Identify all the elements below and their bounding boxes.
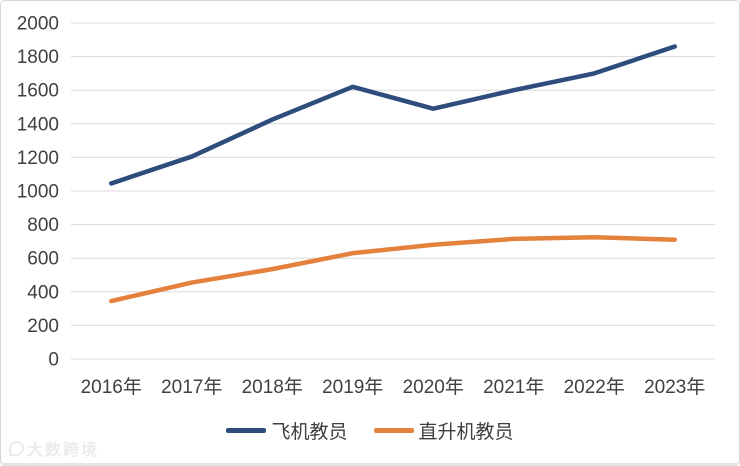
y-axis-tick-label: 1400 — [17, 114, 59, 135]
y-axis-tick-label: 1600 — [17, 81, 59, 102]
y-axis-tick-label: 600 — [27, 249, 59, 270]
legend-label-helicopter-instructors: 直升机教员 — [418, 422, 514, 443]
y-axis-tick-label: 800 — [27, 215, 59, 236]
x-axis-tick-label: 2016年 — [81, 376, 142, 398]
watermark-text: 大数跨境 — [27, 442, 100, 459]
y-axis-tick-label: 1000 — [17, 182, 59, 203]
x-axis-tick-label: 2021年 — [483, 376, 544, 398]
y-axis-tick-label: 0 — [48, 350, 59, 371]
y-axis-tick-label: 2000 — [17, 14, 59, 35]
line-chart-plot: 0 200 400 600 800 1000 1200 1400 1600 1800 2000 201… — [17, 14, 715, 398]
x-axis-tick-label: 2018年 — [242, 376, 303, 398]
x-axis-tick-label: 2019年 — [322, 376, 383, 398]
legend-item-airplane-instructors: 飞机教员 — [226, 417, 348, 444]
series-line-0 — [109, 44, 677, 186]
legend: 飞机教员 直升机教员 — [1, 417, 739, 444]
legend-swatch-airplane-instructors — [226, 428, 267, 433]
series-line-1 — [109, 234, 677, 304]
x-axis-tick-label: 2020年 — [403, 376, 464, 398]
x-axis-tick-label: 2022年 — [564, 376, 625, 398]
legend-label-airplane-instructors: 飞机教员 — [271, 422, 348, 443]
x-axis-tick-label: 2023年 — [644, 376, 705, 398]
legend-item-helicopter-instructors: 直升机教员 — [373, 417, 514, 444]
legend-swatch-helicopter-instructors — [373, 428, 414, 433]
y-axis-tick-label: 1800 — [17, 47, 59, 68]
watermark-logo-icon — [9, 440, 24, 456]
x-axis-tick-label: 2017年 — [161, 376, 222, 398]
watermark: 大数跨境 — [9, 436, 99, 460]
y-axis-tick-label: 1200 — [17, 148, 59, 169]
y-axis-tick-label: 400 — [27, 282, 59, 303]
y-axis-tick-label: 200 — [27, 316, 59, 337]
